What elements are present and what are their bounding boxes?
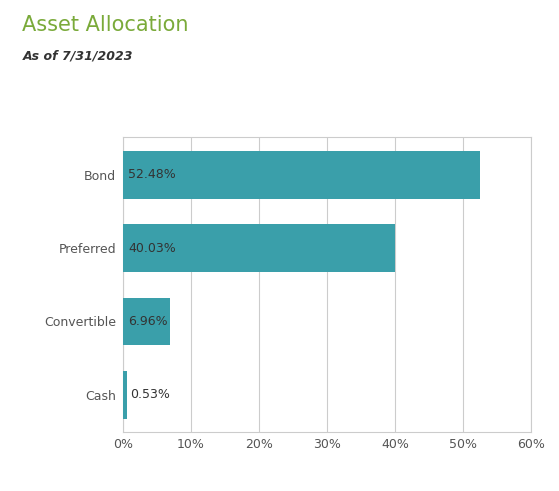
Text: As of 7/31/2023: As of 7/31/2023 [22,49,133,62]
Bar [123,298,170,345]
Bar [123,224,395,272]
Text: 0.53%: 0.53% [130,388,170,401]
Text: 40.03%: 40.03% [129,242,176,255]
Text: 52.48%: 52.48% [129,168,176,181]
Bar [123,371,126,419]
Bar [123,151,480,198]
Text: Asset Allocation: Asset Allocation [22,15,189,35]
Text: 6.96%: 6.96% [129,315,168,328]
